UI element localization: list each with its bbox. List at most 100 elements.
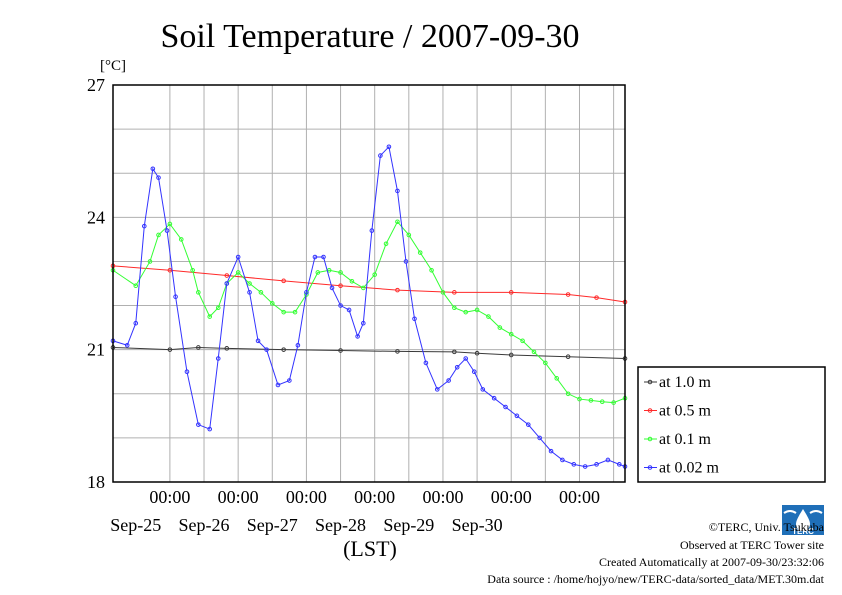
- x-tick-label: 00:00: [286, 487, 327, 507]
- x-tick-label: 00:00: [218, 487, 259, 507]
- series-line: [112, 346, 626, 359]
- data-point: [235, 254, 241, 260]
- legend-label: at 0.02 m: [659, 460, 720, 477]
- data-point: [383, 241, 389, 247]
- data-point: [594, 295, 599, 300]
- x-ticks: 00:00 00:00 00:00 00:00 00:00 00:00 00:00 Sep-2…: [110, 487, 600, 535]
- data-point: [304, 290, 309, 295]
- data-point: [395, 349, 400, 354]
- data-point: [588, 398, 594, 403]
- data-point: [361, 285, 366, 291]
- x-tick-label: 00:00: [559, 487, 600, 507]
- data-point: [514, 413, 520, 419]
- legend-marker: [647, 379, 653, 385]
- data-point: [247, 281, 252, 286]
- data-point: [124, 342, 130, 348]
- data-point: [281, 347, 286, 352]
- x-tick-label: 00:00: [354, 487, 395, 507]
- data-point: [525, 422, 531, 427]
- data-point: [164, 228, 170, 233]
- y-tick-label: 24: [87, 207, 105, 227]
- data-point: [255, 338, 261, 344]
- data-point: [150, 166, 156, 172]
- legend-items: at 1.0 m at 0.5 m at 0.1 m at 0.02 m: [644, 374, 720, 477]
- x-tick-label: 00:00: [491, 487, 532, 507]
- data-point: [452, 305, 457, 311]
- plot-frame: [112, 84, 626, 483]
- data-point: [247, 290, 252, 295]
- data-point: [474, 350, 480, 356]
- legend: at 1.0 m at 0.5 m at 0.1 m at 0.02 m: [637, 366, 826, 483]
- footer-observed: Observed at TERC Tower site: [680, 538, 824, 552]
- data-point: [582, 464, 588, 469]
- data-point: [369, 228, 375, 233]
- series-at-0-5-m: [110, 263, 628, 305]
- data-point: [355, 334, 360, 339]
- data-point: [617, 462, 622, 467]
- legend-label: at 0.1 m: [659, 431, 712, 448]
- date-label: Sep-25: [110, 515, 161, 535]
- y-tick-label: 21: [87, 340, 105, 360]
- data-point: [446, 378, 451, 383]
- data-point: [429, 267, 434, 273]
- data-point: [207, 426, 213, 432]
- terc-logo: TERC: [782, 505, 824, 536]
- data-point: [395, 188, 400, 194]
- data-point: [417, 250, 423, 255]
- logo-wave-icon: [783, 510, 823, 514]
- data-point: [452, 290, 457, 295]
- footer-created: Created Automatically at 2007-09-30/23:3…: [599, 555, 824, 569]
- data-point: [599, 399, 605, 405]
- data-point: [184, 369, 190, 375]
- data-point: [565, 354, 571, 360]
- data-point: [372, 272, 377, 277]
- footer-copyright: ©TERC, Univ. Tsukuba: [709, 520, 825, 534]
- data-point: [452, 349, 457, 355]
- date-label: Sep-30: [452, 515, 503, 535]
- legend-box: [637, 366, 826, 483]
- data-point: [480, 387, 486, 392]
- data-point: [141, 223, 147, 229]
- data-point: [235, 270, 241, 275]
- data-point: [224, 281, 230, 286]
- data-point: [378, 153, 383, 158]
- data-point: [503, 404, 508, 410]
- grid: [113, 85, 625, 482]
- date-label: Sep-26: [179, 515, 230, 535]
- legend-marker: [647, 436, 653, 442]
- data-point: [395, 287, 400, 293]
- data-point: [565, 292, 571, 297]
- data-point: [537, 435, 542, 441]
- series-line: [112, 265, 626, 303]
- data-point: [315, 270, 321, 275]
- data-point: [196, 345, 201, 350]
- x-axis-title: (LST): [343, 536, 397, 561]
- data-point: [287, 378, 292, 383]
- data-point: [133, 283, 139, 289]
- data-point: [133, 320, 139, 326]
- date-label: Sep-27: [247, 515, 298, 535]
- series-at-1-0-m: [110, 345, 628, 361]
- y-unit-label: [°C]: [100, 58, 126, 74]
- series-at-0-02-m: [110, 144, 628, 469]
- data-point: [403, 259, 409, 264]
- x-tick-label: 00:00: [149, 487, 190, 507]
- data-point: [361, 320, 366, 326]
- data-point: [594, 462, 599, 467]
- chart-title: Soil Temperature / 2007-09-30: [160, 18, 579, 55]
- data-point: [321, 254, 326, 260]
- data-point: [577, 396, 582, 402]
- data-point: [508, 352, 514, 358]
- data-point: [338, 348, 343, 353]
- series-line: [112, 145, 626, 468]
- data-point: [471, 369, 477, 375]
- data-point: [190, 267, 195, 273]
- data-point: [173, 294, 178, 300]
- data-point: [269, 301, 275, 306]
- x-tick-label: 00:00: [422, 487, 463, 507]
- data-point: [338, 270, 343, 275]
- data-point: [258, 290, 264, 295]
- data-point: [346, 307, 352, 313]
- data-point: [338, 303, 343, 308]
- data-point: [329, 285, 335, 291]
